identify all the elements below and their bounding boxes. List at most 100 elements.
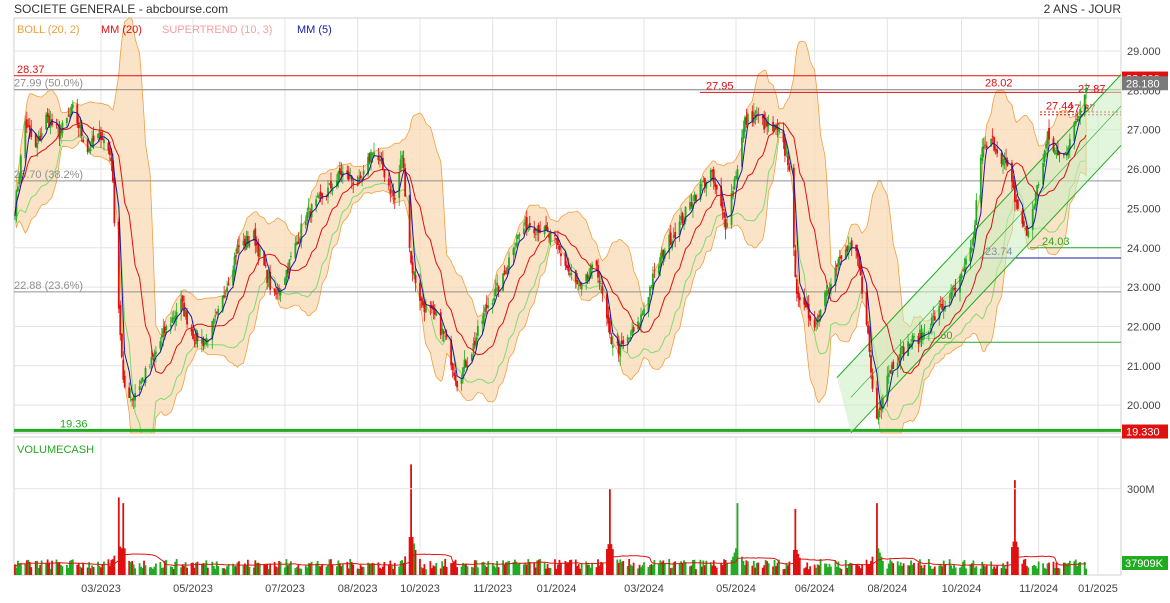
candle-body xyxy=(373,152,375,156)
candle-body xyxy=(315,199,318,207)
candle-body xyxy=(827,290,829,294)
candle-body xyxy=(362,170,365,175)
volume-bar xyxy=(307,563,310,575)
volume-bar xyxy=(785,563,788,575)
candle-body xyxy=(979,157,982,203)
volume-bar xyxy=(700,566,703,575)
volume-bar xyxy=(1031,565,1034,575)
candle-body xyxy=(327,187,329,198)
volume-bar xyxy=(703,565,706,575)
y-tick-label: 24.000 xyxy=(1127,243,1161,255)
candle-body xyxy=(611,345,614,348)
candle-body xyxy=(367,156,369,175)
volume-bar xyxy=(856,564,859,575)
volume-bar xyxy=(402,562,405,575)
candle-body xyxy=(1014,185,1016,202)
candle-body xyxy=(950,291,953,300)
volume-bar xyxy=(929,565,932,575)
volume-bar xyxy=(113,555,116,575)
volume-bar xyxy=(867,564,869,575)
volume-bar xyxy=(309,563,312,575)
volume-bar xyxy=(368,563,371,575)
volume-bar xyxy=(37,567,40,575)
volume-bar xyxy=(190,562,193,575)
candle-body xyxy=(359,175,362,178)
volume-bar xyxy=(143,560,145,575)
volume-bar xyxy=(806,562,809,575)
volume-bar xyxy=(330,559,332,575)
candle-body xyxy=(1045,144,1047,149)
volume-bar xyxy=(153,566,156,575)
candle-body xyxy=(330,180,332,189)
volume-bar xyxy=(263,564,266,575)
volume-bar xyxy=(413,543,415,575)
candle-body xyxy=(879,407,881,410)
candle-body xyxy=(482,313,485,325)
candle-body xyxy=(591,264,593,270)
volume-bar xyxy=(824,563,826,575)
volume-bar xyxy=(588,564,591,575)
candle-body xyxy=(165,326,168,331)
volume-bar xyxy=(577,564,580,575)
candle-body xyxy=(257,242,260,257)
volume-bar xyxy=(497,567,500,575)
volume-bar xyxy=(383,561,386,575)
candle-body xyxy=(1037,184,1040,186)
candle-body xyxy=(131,398,134,401)
bollinger-band xyxy=(14,17,1087,434)
candle-body xyxy=(703,178,706,187)
candle-body xyxy=(778,128,780,132)
candle-body xyxy=(650,286,653,288)
volume-bar xyxy=(318,565,320,575)
volume-bar xyxy=(631,566,634,575)
candle-body xyxy=(944,306,947,310)
candle-body xyxy=(1011,162,1013,182)
volume-bar xyxy=(362,566,365,575)
candle-body xyxy=(398,172,401,199)
volume-bar xyxy=(487,561,490,575)
candle-body xyxy=(263,251,266,266)
candle-body xyxy=(714,182,717,188)
candle-body xyxy=(619,344,622,357)
volume-bar xyxy=(1055,562,1058,575)
volume-bar xyxy=(871,556,874,575)
candle-body xyxy=(815,322,818,325)
volume-bar xyxy=(80,567,83,575)
candle-body xyxy=(764,119,767,127)
candle-body xyxy=(643,308,645,315)
volume-bar xyxy=(454,559,457,575)
candle-body xyxy=(546,227,549,232)
volume-bar xyxy=(913,562,915,575)
volume-bar xyxy=(984,566,987,575)
volume-bar xyxy=(1045,568,1047,575)
price-annotation: 27.44 xyxy=(1046,100,1074,112)
candle-body xyxy=(565,265,568,268)
volume-bar xyxy=(371,562,374,575)
candle-body xyxy=(653,270,656,272)
volume-bar xyxy=(297,564,300,575)
volume-bar xyxy=(819,558,822,575)
candle-body xyxy=(600,283,602,285)
candle-body xyxy=(880,404,883,411)
volume-bar xyxy=(837,561,840,575)
volume-bar xyxy=(787,565,789,575)
volume-bar xyxy=(425,569,427,575)
volume-bar xyxy=(628,559,631,575)
volume-bar xyxy=(128,560,131,575)
candle-body xyxy=(684,206,687,222)
candle-body xyxy=(889,370,892,373)
candle-body xyxy=(1076,118,1079,120)
candle-body xyxy=(549,233,552,242)
candle-body xyxy=(824,292,826,307)
volume-bar xyxy=(662,560,665,575)
candle-body xyxy=(555,238,558,240)
volume-bar xyxy=(17,560,19,575)
x-tick-label: 06/2024 xyxy=(795,583,835,595)
candle-body xyxy=(27,125,30,127)
candle-body xyxy=(539,229,542,232)
candle-body xyxy=(970,247,973,252)
volume-bar xyxy=(49,568,52,575)
candle-body xyxy=(153,353,156,357)
candle-body xyxy=(1046,131,1049,145)
volume-bar xyxy=(798,557,801,575)
